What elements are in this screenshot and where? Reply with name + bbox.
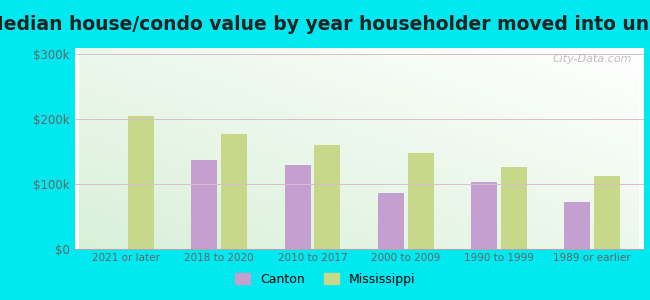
Bar — [128, 116, 154, 249]
Bar — [501, 167, 527, 249]
Bar — [564, 202, 590, 249]
Bar — [378, 193, 404, 249]
Bar — [408, 153, 434, 249]
Text: City-Data.com: City-Data.com — [552, 54, 632, 64]
Bar — [285, 165, 311, 249]
Bar — [221, 134, 247, 249]
Bar — [594, 176, 620, 249]
Bar — [471, 182, 497, 249]
Text: Median house/condo value by year householder moved into unit: Median house/condo value by year househo… — [0, 15, 650, 34]
Bar — [191, 160, 217, 249]
Legend: Canton, Mississippi: Canton, Mississippi — [230, 268, 420, 291]
Bar — [315, 145, 341, 249]
